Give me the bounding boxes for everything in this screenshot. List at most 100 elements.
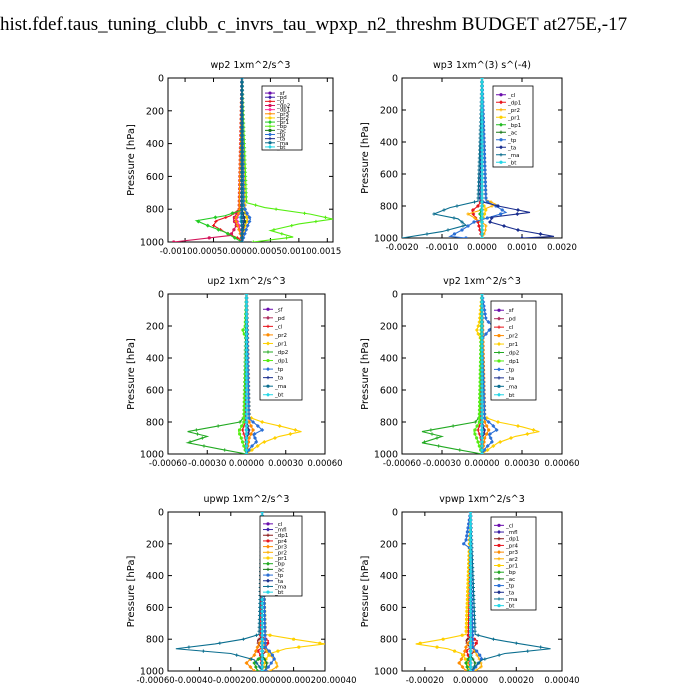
series-point-tp	[488, 432, 492, 436]
series-point-ma	[539, 645, 543, 649]
legend-label: _pr1	[505, 564, 518, 570]
series-point-bt	[480, 428, 484, 432]
series-point-tp	[244, 227, 249, 232]
series-point-bt	[480, 440, 484, 444]
series-point-bt	[468, 597, 473, 602]
series-point-bt	[480, 224, 484, 228]
chart-panel-wp3: wp3 1xm^(3) s^(-4) 0 200 400 600 800 1000 Press…	[360, 60, 577, 253]
series-point-bp	[254, 203, 258, 207]
legend-label: _bt	[505, 393, 515, 399]
series-point-bt	[244, 336, 249, 340]
legend-label: _pr4	[274, 539, 288, 545]
series-point-pr3	[460, 665, 465, 670]
series-point-ma	[240, 129, 244, 133]
x-tick-labels: -0.00060-0.00040-0.000200.000000.000200.…	[136, 676, 356, 686]
series-point-bt	[480, 444, 484, 448]
y-axis-label: Pressure [hPa]	[126, 124, 137, 196]
legend-label: _pr2	[276, 116, 289, 122]
series-point-bt	[480, 424, 484, 428]
series-point-pr3	[466, 641, 471, 646]
series-point-dp2	[473, 420, 477, 424]
series-point-ma	[241, 637, 245, 641]
series-point-tp	[483, 160, 487, 164]
series-point-bt	[244, 356, 249, 360]
series-point-pr2	[466, 212, 470, 216]
series-point-tp	[246, 400, 251, 404]
series-point-dp1	[242, 412, 246, 416]
series-point-bt	[260, 649, 264, 653]
series-point-bt	[480, 336, 484, 340]
series-point-bp	[255, 669, 260, 671]
series-point-dp2	[238, 420, 242, 424]
legend-marker	[497, 523, 501, 527]
series-point-tp	[247, 219, 252, 224]
series-point-ma	[432, 212, 436, 216]
series-group	[415, 512, 551, 671]
series-point-bt	[244, 376, 249, 380]
series-point-bt	[480, 88, 484, 92]
series-point-pr4	[466, 633, 470, 637]
series-point-bt	[244, 388, 249, 392]
series-point-bt	[244, 428, 249, 432]
series-point-pr4	[466, 653, 470, 657]
series-point-bt	[260, 657, 264, 661]
legend-marker	[497, 604, 501, 608]
series-point-bt	[480, 380, 484, 384]
series-line-dp2	[421, 294, 483, 454]
legend-label: _pr3	[274, 545, 288, 551]
series-point-pr2	[274, 661, 278, 665]
series-point-bp	[465, 665, 470, 670]
series-point-pr1	[465, 609, 469, 613]
series-point-bt	[468, 609, 473, 613]
series-point-bt	[480, 320, 484, 324]
series-point-dp1	[242, 416, 246, 420]
series-point-bt	[480, 328, 484, 332]
series-point-ma	[240, 105, 244, 109]
series-point-bt	[260, 669, 264, 671]
chart-title: vpwp 1xm^2/s^3	[439, 494, 525, 505]
series-point-pr1	[297, 645, 301, 649]
series-point-ma	[240, 183, 244, 187]
y-axis-label: Pressure [hPa]	[126, 338, 137, 410]
legend-marker	[499, 108, 503, 112]
series-point-bt	[244, 324, 249, 328]
series-point-tp	[491, 424, 496, 428]
series-point-pr1	[460, 633, 464, 637]
series-point-ma	[491, 637, 496, 641]
legend-label: _tp	[274, 573, 284, 579]
series-point-pr1	[268, 633, 272, 637]
series-point-bt	[480, 80, 484, 84]
series-point-tp	[484, 332, 488, 336]
series-point-bt	[480, 376, 484, 380]
series-point-bt	[244, 424, 249, 428]
series-point-bt	[480, 196, 484, 200]
series-point-bt	[244, 340, 249, 344]
series-point-dp1	[237, 428, 242, 432]
series-point-bt	[480, 140, 484, 144]
series-point-cl	[211, 224, 216, 228]
y-tick-label: 1000	[140, 667, 164, 678]
series-point-bt	[480, 172, 484, 176]
y-tick-label: 200	[146, 322, 164, 333]
legend-label: _cl	[274, 522, 283, 528]
chart-title: vp2 1xm^2/s^3	[443, 276, 521, 287]
page-title: hist.fdef.taus_tuning_clubb_c_invrs_tau_…	[0, 14, 628, 35]
series-point-bt	[468, 577, 473, 582]
series-point-pr1	[509, 436, 513, 440]
series-point-bt	[480, 188, 484, 192]
series-point-pr1	[516, 424, 520, 428]
series-point-tp	[263, 637, 267, 641]
series-point-pr1	[466, 589, 470, 594]
series-point-tp	[250, 444, 255, 448]
series-point-bt	[480, 176, 484, 180]
series-point-bt	[468, 593, 473, 598]
series-point-cl	[214, 219, 218, 224]
series-point-pr1	[230, 211, 235, 216]
legend-marker	[497, 325, 501, 329]
series-point-ta	[520, 236, 524, 238]
series-point-pr2	[245, 215, 249, 219]
series-point-bt	[244, 348, 249, 352]
series-point-bt	[244, 432, 249, 436]
series-point-tp	[263, 621, 267, 625]
series-point-dp2	[194, 428, 198, 432]
